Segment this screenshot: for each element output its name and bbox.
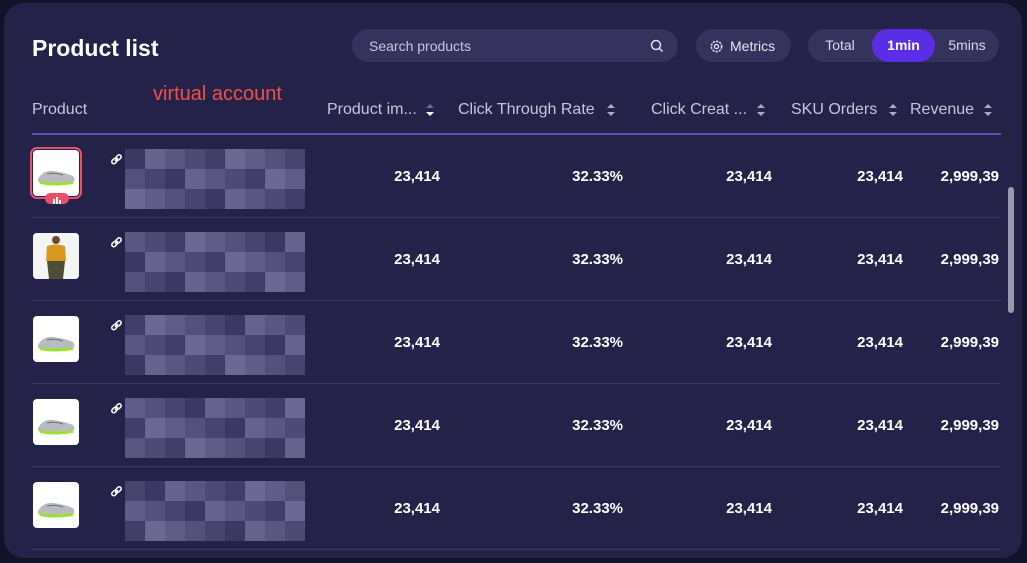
column-header[interactable]: Product im...	[327, 101, 417, 118]
redacted-name	[125, 315, 305, 375]
link-icon[interactable]	[110, 485, 123, 498]
sort-icon[interactable]	[425, 103, 435, 117]
cell-value: 23,414	[726, 500, 772, 517]
cell-value: 32.33%	[572, 168, 623, 185]
row-divider	[32, 383, 1001, 384]
product-card: Product list Search products Metrics Tot…	[4, 3, 1022, 558]
search-placeholder: Search products	[369, 38, 471, 54]
search-icon	[650, 39, 664, 53]
cell-value: 2,999,39	[940, 334, 999, 351]
annotation: virtual account	[153, 83, 282, 105]
metrics-label: Metrics	[730, 38, 776, 54]
cell-value: 32.33%	[572, 251, 623, 268]
column-header[interactable]: Click Through Rate	[458, 101, 595, 118]
gear-icon	[710, 40, 723, 53]
redacted-name	[125, 149, 305, 209]
redacted-name	[125, 481, 305, 541]
sort-icon[interactable]	[606, 103, 616, 117]
product-thumbnail[interactable]	[33, 233, 79, 279]
cell-value: 23,414	[726, 417, 772, 434]
cell-value: 23,414	[726, 251, 772, 268]
cell-value: 23,414	[726, 168, 772, 185]
column-header[interactable]: Click Creat ...	[651, 101, 748, 118]
cell-value: 23,414	[857, 334, 903, 351]
cell-value: 2,999,39	[940, 251, 999, 268]
column-header: Product	[32, 101, 88, 118]
cell-value: 32.33%	[572, 417, 623, 434]
redacted-name	[125, 398, 305, 458]
cell-value: 23,414	[857, 251, 903, 268]
product-thumbnail[interactable]	[33, 399, 79, 445]
cell-value: 23,414	[394, 500, 440, 517]
time-tabs: Total 1min 5mins	[808, 29, 999, 62]
cell-value: 2,999,39	[940, 417, 999, 434]
link-icon[interactable]	[110, 319, 123, 332]
redacted-name	[125, 232, 305, 292]
time-tab[interactable]: Total	[825, 37, 855, 53]
cell-value: 23,414	[857, 168, 903, 185]
cell-value: 23,414	[394, 417, 440, 434]
header-divider	[32, 133, 1001, 135]
product-thumbnail[interactable]	[30, 147, 82, 199]
sort-icon[interactable]	[756, 103, 766, 117]
metrics-button[interactable]: Metrics	[696, 29, 791, 62]
link-icon[interactable]	[110, 153, 123, 166]
title: Product list	[32, 35, 159, 61]
scrollbar[interactable]	[1008, 187, 1014, 313]
cell-value: 23,414	[394, 334, 440, 351]
cell-value: 23,414	[857, 500, 903, 517]
column-header[interactable]: SKU Orders	[791, 101, 878, 118]
cell-value: 23,414	[726, 334, 772, 351]
cell-value: 32.33%	[572, 334, 623, 351]
cell-value: 23,414	[394, 168, 440, 185]
row-divider	[32, 549, 1001, 550]
column-header[interactable]: Revenue	[910, 101, 975, 118]
cell-value: 2,999,39	[940, 500, 999, 517]
row-divider	[32, 217, 1001, 218]
sort-icon[interactable]	[888, 103, 898, 117]
search-box[interactable]: Search products	[352, 29, 678, 62]
trend-badge	[45, 193, 69, 204]
time-tab[interactable]: 5mins	[948, 37, 986, 53]
sort-icon[interactable]	[983, 103, 993, 117]
link-icon[interactable]	[110, 402, 123, 415]
product-thumbnail[interactable]	[33, 316, 79, 362]
time-tab[interactable]: 1min	[872, 29, 935, 62]
cell-value: 2,999,39	[940, 168, 999, 185]
product-thumbnail[interactable]	[33, 482, 79, 528]
cell-value: 23,414	[857, 417, 903, 434]
row-divider	[32, 466, 1001, 467]
link-icon[interactable]	[110, 236, 123, 249]
cell-value: 32.33%	[572, 500, 623, 517]
row-divider	[32, 300, 1001, 301]
cell-value: 23,414	[394, 251, 440, 268]
